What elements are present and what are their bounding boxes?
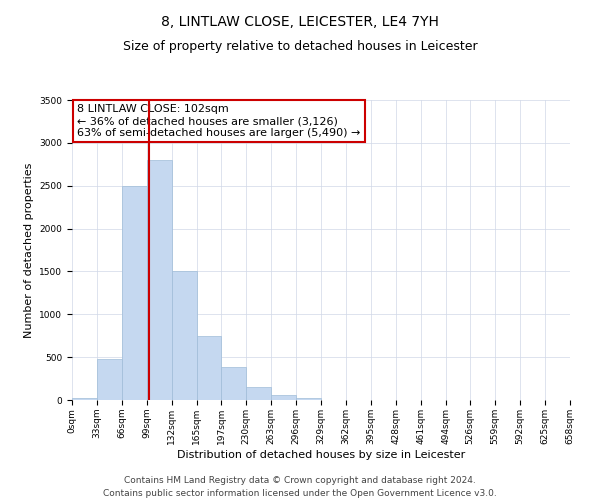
Bar xyxy=(197,336,221,400)
Bar xyxy=(271,396,296,400)
Bar xyxy=(147,160,172,400)
Text: Size of property relative to detached houses in Leicester: Size of property relative to detached ho… xyxy=(122,40,478,53)
Y-axis label: Number of detached properties: Number of detached properties xyxy=(24,162,34,338)
Bar xyxy=(296,398,321,400)
Bar xyxy=(172,272,197,400)
Text: 8, LINTLAW CLOSE, LEICESTER, LE4 7YH: 8, LINTLAW CLOSE, LEICESTER, LE4 7YH xyxy=(161,15,439,29)
Bar xyxy=(221,366,246,400)
Text: Contains HM Land Registry data © Crown copyright and database right 2024.
Contai: Contains HM Land Registry data © Crown c… xyxy=(103,476,497,498)
Bar xyxy=(122,186,147,400)
Text: 8 LINTLAW CLOSE: 102sqm
← 36% of detached houses are smaller (3,126)
63% of semi: 8 LINTLAW CLOSE: 102sqm ← 36% of detache… xyxy=(77,104,361,138)
Bar xyxy=(246,387,271,400)
X-axis label: Distribution of detached houses by size in Leicester: Distribution of detached houses by size … xyxy=(177,450,465,460)
Bar xyxy=(72,398,97,400)
Bar xyxy=(97,359,122,400)
